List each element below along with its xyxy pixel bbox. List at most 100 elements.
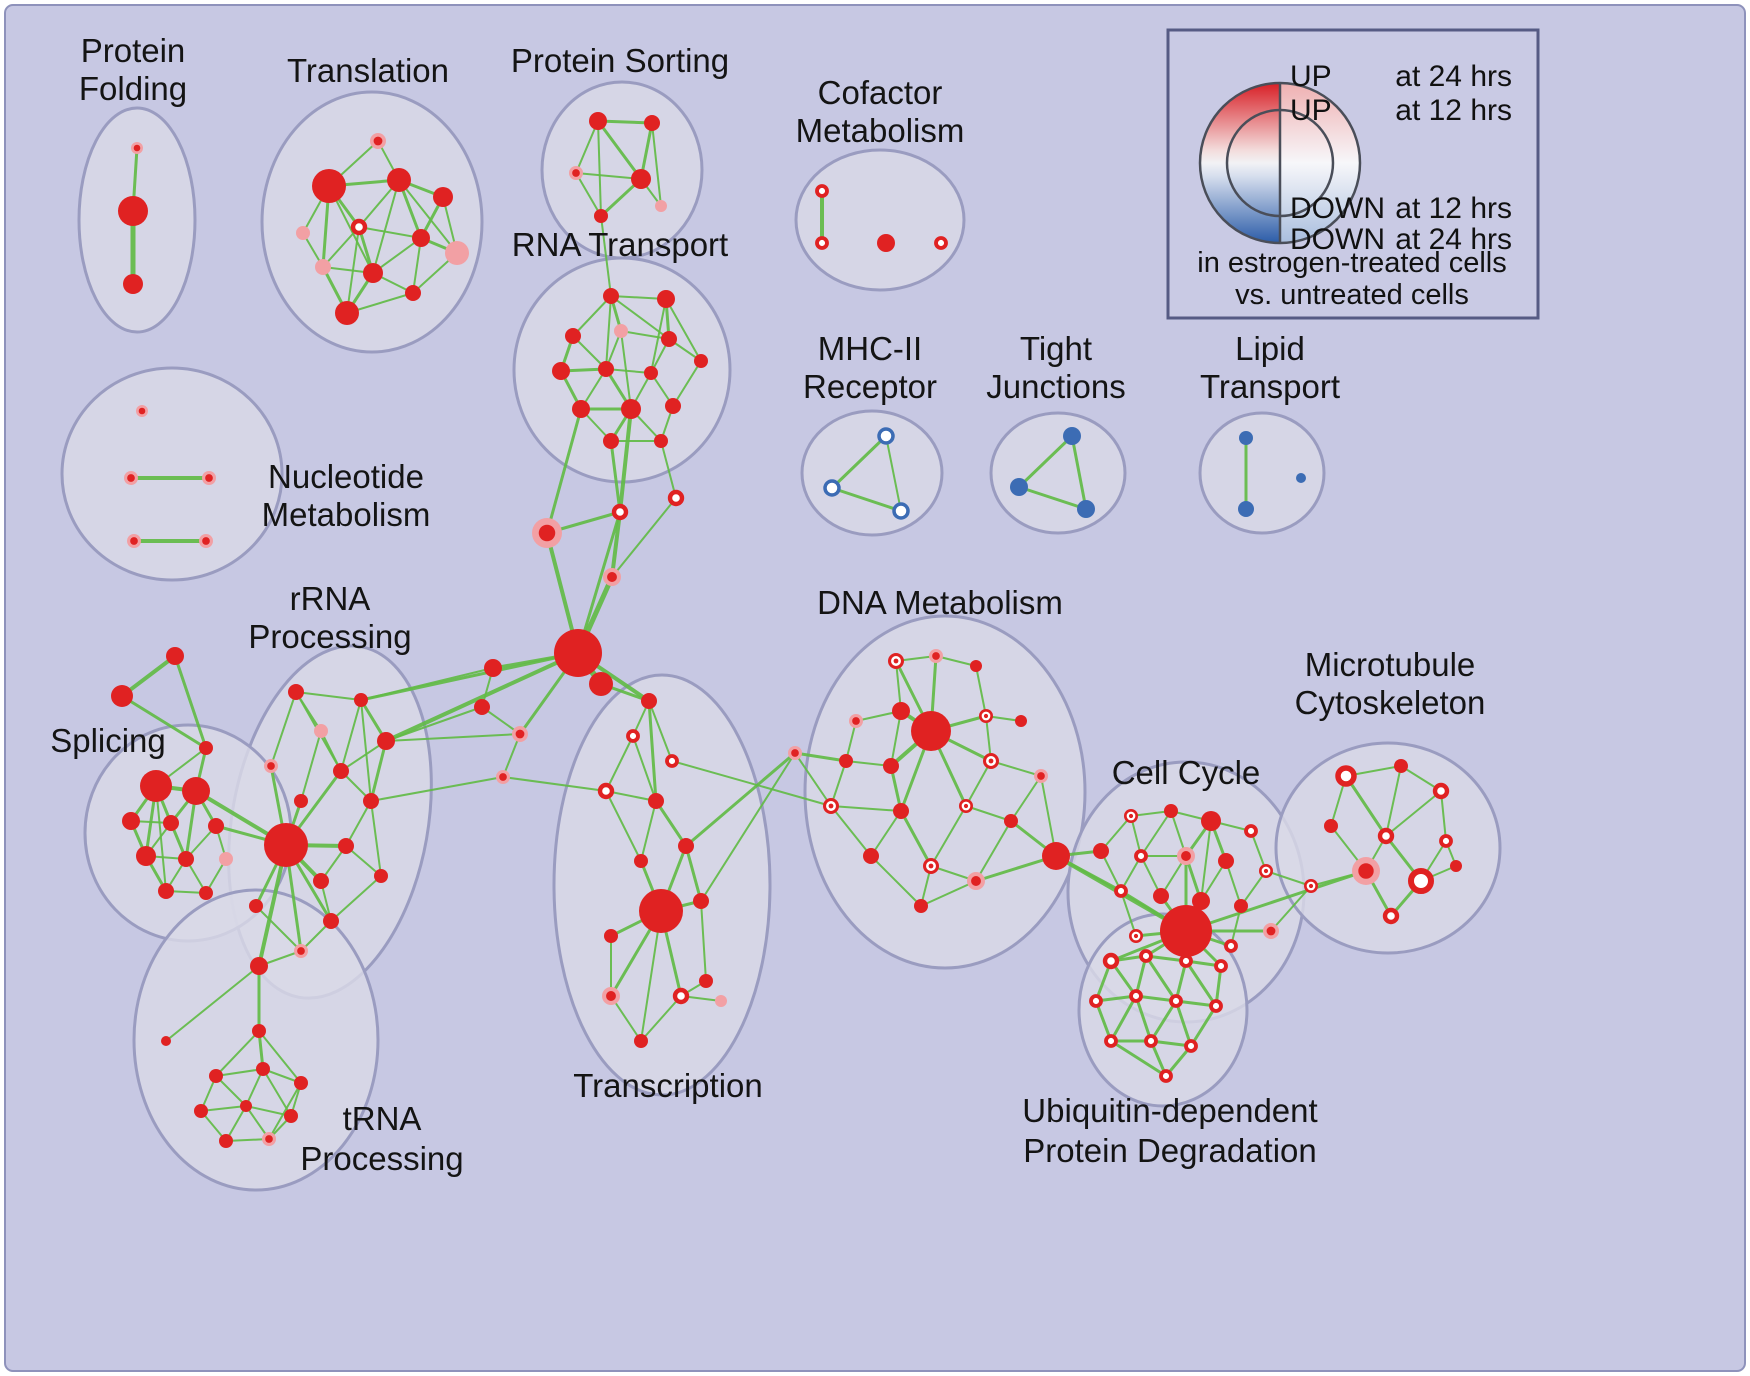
edge-cc9-cc13 xyxy=(1240,870,1267,907)
node-rt4 xyxy=(614,324,628,338)
network-nodes-layer xyxy=(111,112,1462,1148)
edge-cc10-cc15 xyxy=(1120,890,1137,937)
edge-ub3-ub8 xyxy=(1184,959,1218,1008)
cluster-label-rrna-processing-line0: rRNA xyxy=(290,580,371,617)
node-cf3 xyxy=(877,234,895,252)
node-mc11 xyxy=(1382,907,1400,925)
edge-rt11-cn1 xyxy=(618,407,633,514)
node-ps1 xyxy=(589,112,607,130)
edge-tr7-tr8 xyxy=(200,1105,247,1112)
cluster-ellipse-dna-metabolism xyxy=(803,614,1087,970)
node-mc9 xyxy=(1304,879,1318,893)
edge-tr10-tr11 xyxy=(225,1138,270,1142)
node-dm6 xyxy=(911,711,951,751)
node-rr11 xyxy=(313,873,329,889)
edge-tr1-tr2 xyxy=(165,965,260,1042)
node-cn9 xyxy=(665,754,679,768)
node-nm3 xyxy=(202,471,216,485)
edge-sx2-sx3 xyxy=(120,694,208,750)
edge-mh1-mh3 xyxy=(885,435,902,512)
edge-ps1-ps5 xyxy=(597,120,602,217)
node-dm3 xyxy=(970,660,982,672)
edge-hub1-rr4 xyxy=(384,651,580,743)
node-ps2 xyxy=(644,115,660,131)
node-mc8 xyxy=(1408,868,1434,894)
cluster-ellipse-mhc-ii-receptor xyxy=(800,409,944,537)
node-tr4 xyxy=(209,1069,223,1083)
cluster-label-cofactor-metabolism-line0: Cofactor xyxy=(818,74,943,111)
edge-cn10-dm13 xyxy=(794,752,832,807)
node-dm7 xyxy=(979,709,993,723)
node-ps3 xyxy=(569,166,583,180)
edge-dm14-dm17 xyxy=(870,810,902,857)
edge-tl3-tl8 xyxy=(398,179,458,254)
node-tr9 xyxy=(284,1109,298,1123)
node-rt9 xyxy=(644,366,658,380)
cluster-label-trna-processing-line1: Processing xyxy=(300,1140,463,1177)
edge-cn8-rr8 xyxy=(370,776,504,802)
edge-cc14-mc7 xyxy=(1184,869,1368,933)
edge-cn9-dm13 xyxy=(671,760,832,807)
node-rt5 xyxy=(661,331,677,347)
node-ub3 xyxy=(1179,954,1193,968)
edge-tc5-tc8 xyxy=(684,844,703,903)
node-dm18 xyxy=(923,858,939,874)
node-tc12 xyxy=(672,987,690,1005)
edge-ub8-ub11 xyxy=(1189,1004,1218,1048)
node-sp5 xyxy=(208,818,224,834)
edge-rr8-rr10 xyxy=(345,800,372,847)
node-tl11 xyxy=(405,285,421,301)
node-mc4 xyxy=(1324,819,1338,833)
node-tl5 xyxy=(296,226,310,240)
node-nm2 xyxy=(124,471,138,485)
node-mc3 xyxy=(1432,782,1450,800)
edge-tr8-tr9 xyxy=(245,1105,292,1117)
node-mc2 xyxy=(1394,759,1408,773)
edge-tl3-tl10 xyxy=(372,179,400,274)
node-tr8 xyxy=(240,1100,252,1112)
cluster-ellipses-layer xyxy=(60,80,1502,1192)
node-cn10 xyxy=(788,746,802,760)
cluster-label-microtubule-cytoskeleton-line0: Microtubule xyxy=(1305,646,1476,683)
node-tr1 xyxy=(250,957,268,975)
cluster-label-rrna-processing-line1: Processing xyxy=(248,618,411,655)
node-rr12 xyxy=(374,869,388,883)
node-sp8 xyxy=(219,852,233,866)
node-rt2 xyxy=(657,290,675,308)
node-tc6 xyxy=(634,854,648,868)
edge-cc3-cc12 xyxy=(1200,820,1212,902)
node-pf3 xyxy=(123,274,143,294)
edge-cc9-mc9 xyxy=(1265,870,1312,887)
edge-ub7-ub11 xyxy=(1174,999,1193,1048)
legend-up-24-label: UP xyxy=(1290,60,1332,93)
node-mc5 xyxy=(1377,827,1395,845)
edge-rt2-rt9 xyxy=(650,298,667,374)
node-sp4 xyxy=(163,815,179,831)
node-rr2 xyxy=(354,693,368,707)
node-tl4 xyxy=(433,187,453,207)
node-tl12 xyxy=(335,301,359,325)
cluster-label-dna-metabolism-line0: DNA Metabolism xyxy=(817,584,1063,621)
cluster-label-mhc-ii-receptor-line0: MHC-II xyxy=(818,330,922,367)
edge-tc3-tc4 xyxy=(605,790,657,802)
node-dm4 xyxy=(849,714,863,728)
edge-tc2-tc3 xyxy=(605,735,634,792)
edge-ub2-ub7 xyxy=(1144,954,1178,1003)
edge-dm13-dm17 xyxy=(830,805,872,857)
node-dm8 xyxy=(1015,715,1027,727)
node-dm16 xyxy=(1004,814,1018,828)
node-tj3 xyxy=(1077,500,1095,518)
edge-dm12-dm16 xyxy=(1010,775,1042,822)
legend-down-12-time: at 12 hrs xyxy=(1395,192,1512,225)
edge-rr3-rr7 xyxy=(300,730,322,802)
edge-cc17-mc9 xyxy=(1270,885,1312,932)
node-cc10 xyxy=(1114,884,1128,898)
node-cc5 xyxy=(1093,843,1109,859)
edge-mc1-mc5 xyxy=(1344,774,1388,838)
node-ub4 xyxy=(1214,959,1228,973)
node-nm5 xyxy=(199,534,213,548)
edge-rr1-rr2 xyxy=(295,691,362,701)
edge-sx1-sx3 xyxy=(173,654,208,750)
edge-rr1-rr5 xyxy=(270,691,297,767)
